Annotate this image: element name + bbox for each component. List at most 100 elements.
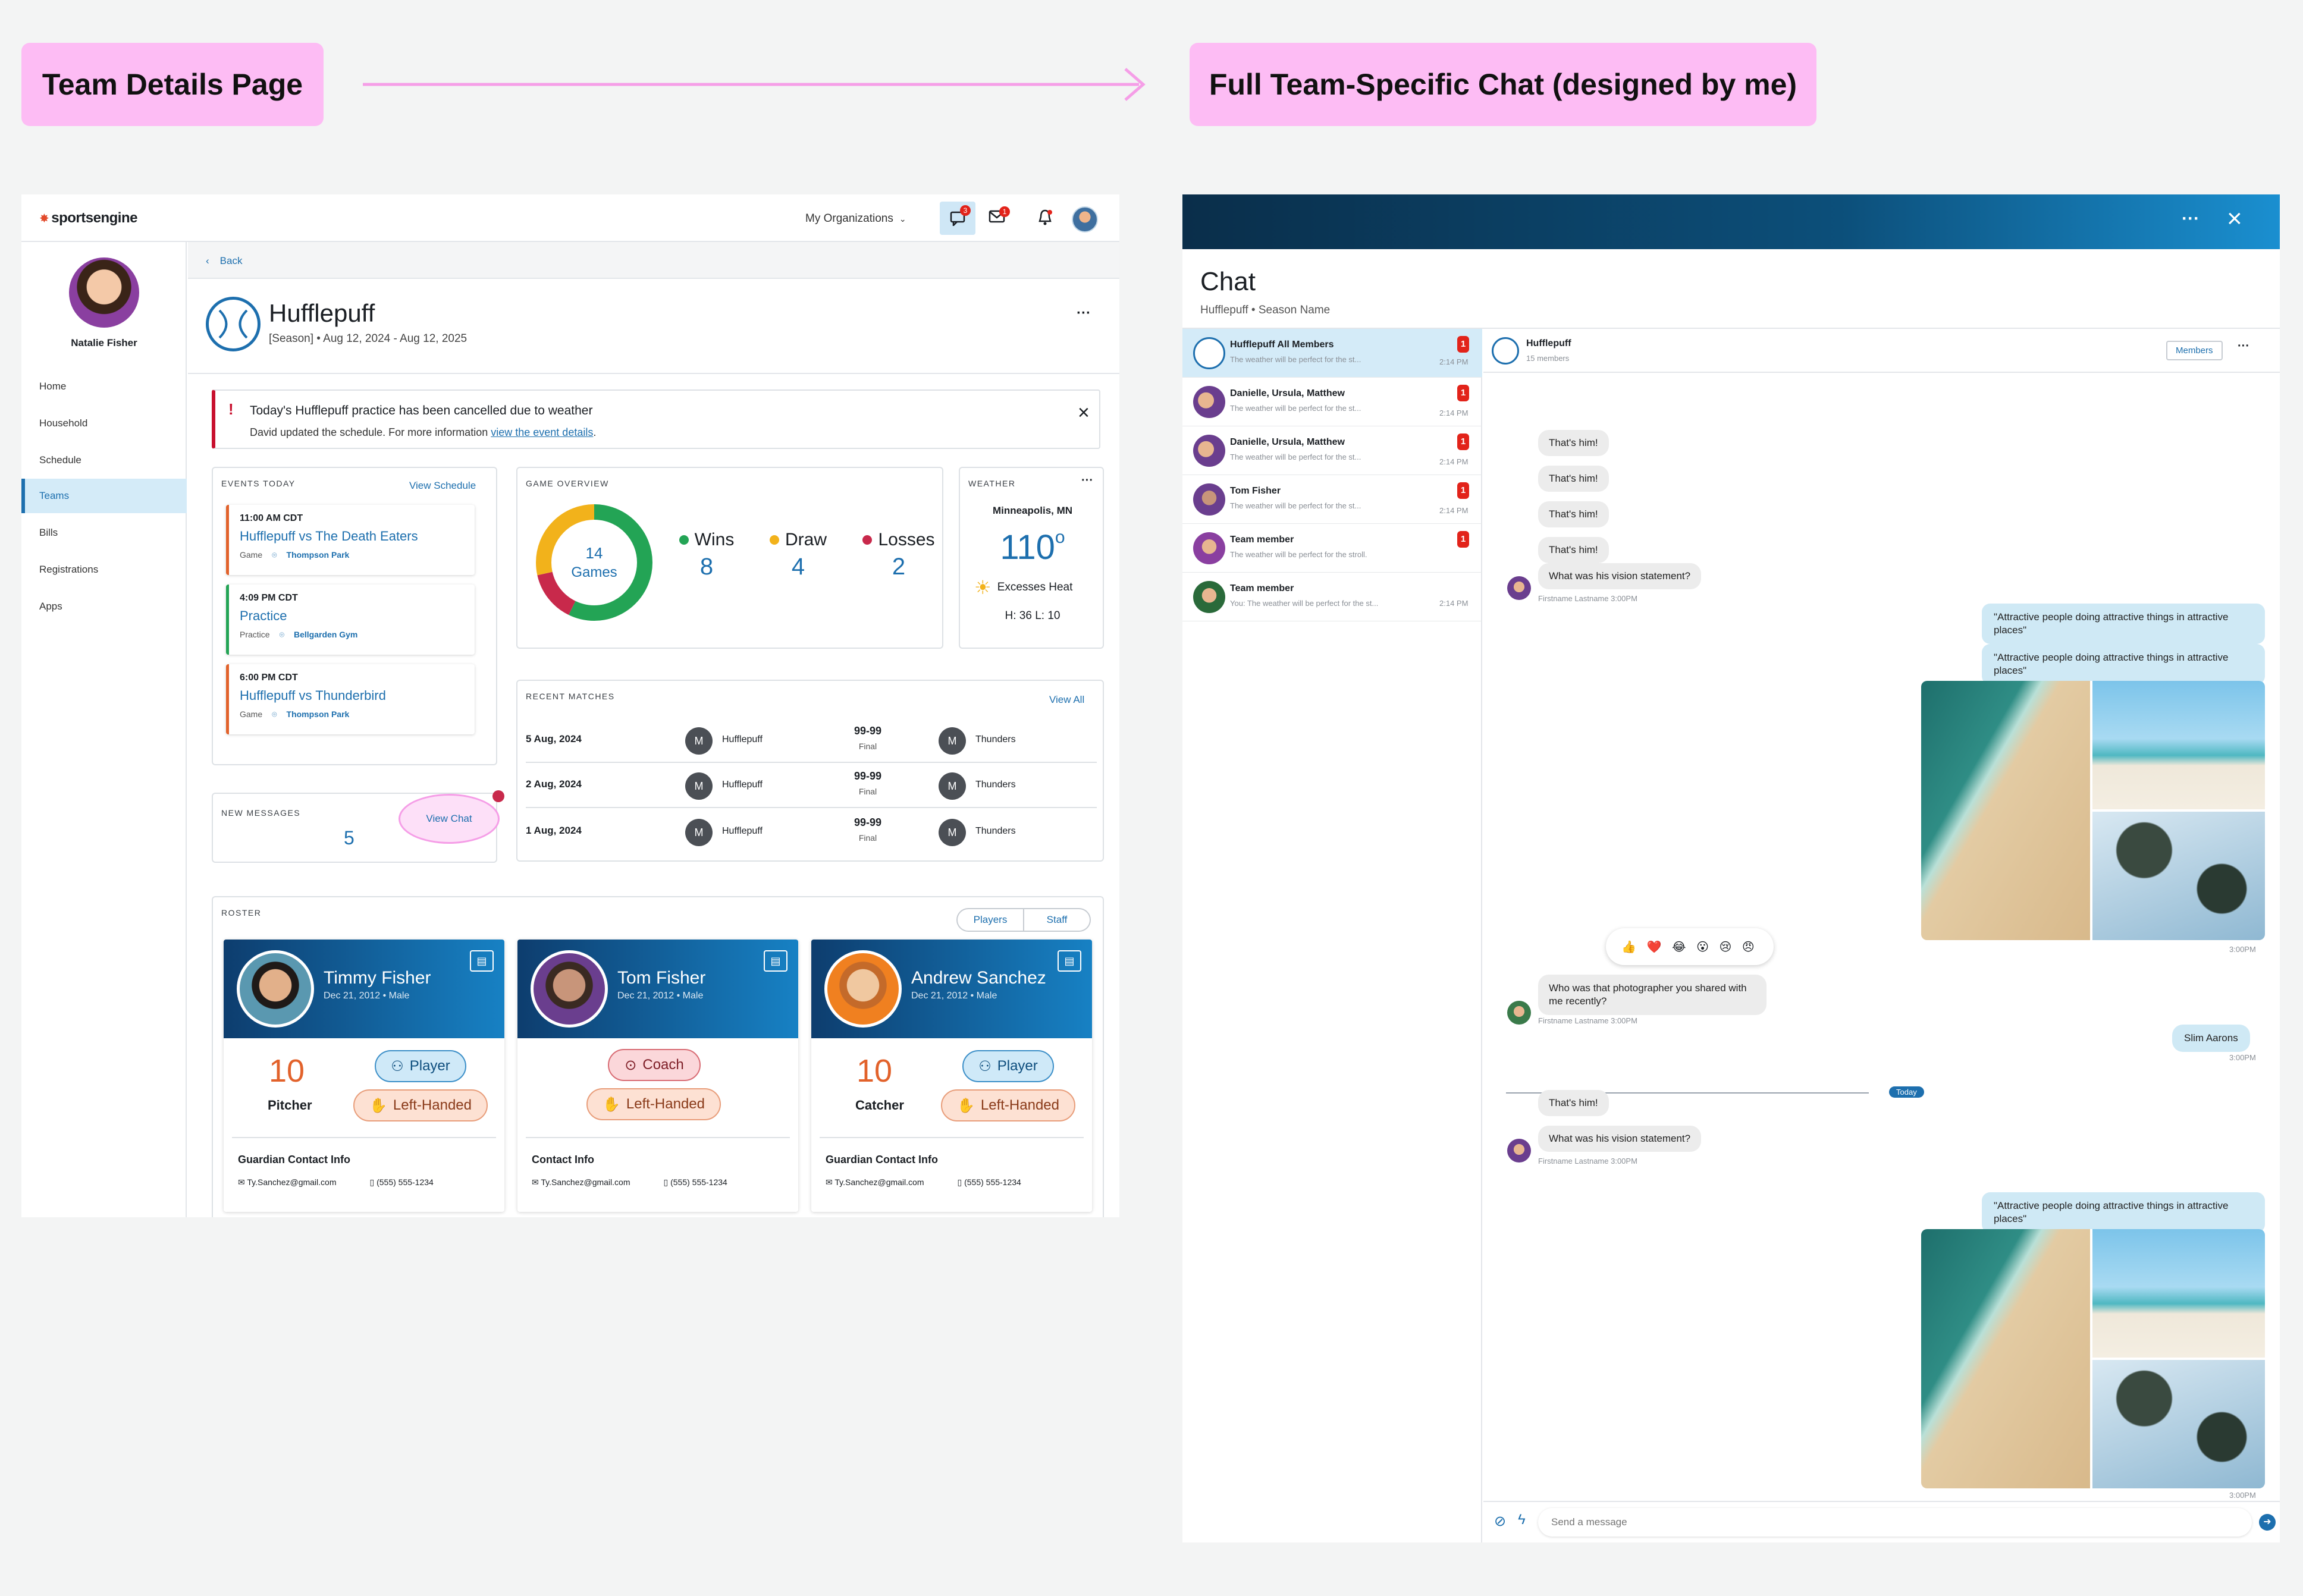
sidebar-item-household[interactable]: Household (39, 417, 88, 429)
sidebar-item-apps[interactable]: Apps (39, 601, 62, 612)
view-chat-button[interactable]: View Chat (399, 794, 500, 844)
sportsengine-logo[interactable]: ✸ sportsengine (39, 210, 137, 226)
sidebar-item-home[interactable]: Home (39, 381, 67, 392)
group-avatar (1193, 435, 1225, 467)
roster-player-card[interactable]: Andrew Sanchez Dec 21, 2012 • Male ▤ 10 … (811, 940, 1092, 1212)
player-position: Catcher (855, 1098, 904, 1113)
chat-title: Chat (1200, 267, 1256, 296)
player-name: Andrew Sanchez (911, 968, 1046, 988)
team-more-button[interactable]: ··· (1077, 305, 1091, 321)
divider (232, 1137, 496, 1138)
player-role-pill: ⚇ Player (962, 1050, 1054, 1082)
attachment-icon[interactable]: ⊘ (1494, 1513, 1507, 1529)
conversation-title: Hufflepuff (1526, 338, 1571, 348)
reaction-picker[interactable]: 👍 ❤️ 😂 😮 😢 😠 (1606, 928, 1774, 965)
date-divider (1506, 1092, 1869, 1094)
palms-sky-photo[interactable] (2092, 1360, 2265, 1488)
roster-coach-card[interactable]: Tom Fisher Dec 21, 2012 • Male ▤ ⊙ Coach … (517, 940, 798, 1212)
events-today-card: EVENTS TODAY View Schedule 11:00 AM CDT … (212, 467, 497, 765)
phone-icon: ▯ (369, 1177, 377, 1187)
match-row[interactable]: 5 Aug, 2024 M Hufflepuff 99-99 Final M T… (526, 719, 1097, 763)
chevron-down-icon: ⌄ (899, 213, 906, 224)
left-annotation-tag: Team Details Page (21, 43, 324, 126)
thread-item[interactable]: Danielle, Ursula, Matthew The weather wi… (1182, 426, 1482, 475)
back-link[interactable]: ‹ Back (188, 242, 1119, 279)
players-tab[interactable]: Players (958, 909, 1024, 931)
message-input[interactable] (1538, 1508, 2252, 1537)
roster-title: ROSTER (221, 908, 262, 918)
team-main-content: ‹ Back Hufflepuff [Season] • Aug 12, 2024… (188, 242, 1119, 1217)
event-time: 4:09 PM CDT (240, 593, 298, 603)
sidebar-item-schedule[interactable]: Schedule (39, 454, 81, 466)
more-options-button[interactable]: ··· (2182, 209, 2200, 228)
unread-badge: 1 (1457, 482, 1469, 499)
user-avatar (1193, 581, 1225, 613)
photo-grid[interactable] (1921, 681, 2265, 940)
event-name: Hufflepuff vs Thunderbird (240, 688, 386, 703)
match-row[interactable]: 2 Aug, 2024 M Hufflepuff 99-99 Final M T… (526, 764, 1097, 808)
user-avatar[interactable] (1072, 206, 1098, 233)
weather-more-button[interactable]: ··· (1081, 474, 1093, 487)
mail-nav-button[interactable]: 1 (989, 206, 1010, 228)
event-time: 6:00 PM CDT (240, 673, 298, 683)
org-menu[interactable]: My Organizations ⌄ (805, 212, 906, 225)
sender-avatar (1507, 576, 1531, 600)
sidebar-item-bills[interactable]: Bills (39, 527, 58, 538)
message-player-button[interactable]: ▤ (470, 950, 494, 972)
message-time: 3:00PM (2229, 1053, 2256, 1062)
thread-item[interactable]: Tom Fisher The weather will be perfect f… (1182, 475, 1482, 524)
coach-role-pill: ⊙ Coach (608, 1049, 701, 1081)
sidebar-item-registrations[interactable]: Registrations (39, 564, 99, 575)
weather-card: WEATHER ··· Minneapolis, MN 110o ☀ Excess… (959, 467, 1104, 649)
conversation-more-button[interactable]: ··· (2238, 340, 2249, 353)
thread-item[interactable]: Danielle, Ursula, Matthew The weather wi… (1182, 378, 1482, 426)
divider (820, 1137, 1084, 1138)
chat-nav-button[interactable]: 3 (940, 202, 975, 235)
event-item[interactable]: 11:00 AM CDT Hufflepuff vs The Death Eat… (226, 505, 475, 575)
handedness-pill: ✋ Left-Handed (941, 1089, 1075, 1121)
event-item[interactable]: 4:09 PM CDT Practice Practice ⌾ Bellgarden… (226, 585, 475, 655)
event-meta: Game ⌾ Thompson Park (240, 709, 350, 719)
sidebar-item-teams[interactable]: Teams (21, 479, 187, 513)
palm-photo[interactable] (2092, 681, 2265, 809)
message-composer: ⊘ ϟ ➜ (1483, 1501, 2280, 1542)
location-pin-icon: ⌾ (272, 550, 277, 560)
arrow-connector (363, 68, 1146, 101)
view-all-link[interactable]: View All (1049, 694, 1085, 705)
user-avatar-large (69, 257, 139, 328)
event-item[interactable]: 6:00 PM CDT Hufflepuff vs Thunderbird Ga… (226, 664, 475, 734)
thread-item[interactable]: Hufflepuff All Members The weather will … (1182, 329, 1482, 378)
legend-dot (862, 535, 873, 545)
thread-item[interactable]: Team member You: The weather will be per… (1182, 573, 1482, 621)
message-bubble-own: Slim Aarons (2172, 1025, 2250, 1052)
roster-player-card[interactable]: Timmy Fisher Dec 21, 2012 • Male ▤ 10 Pi… (224, 940, 504, 1212)
player-avatar (237, 950, 314, 1028)
beach-photo[interactable] (1921, 681, 2090, 940)
message-player-button[interactable]: ▤ (1058, 950, 1081, 972)
games-total: 14 (585, 544, 603, 562)
beach-photo[interactable] (1921, 1229, 2090, 1488)
team-crest-icon: M (939, 819, 966, 846)
sender-meta: Firstname Lastname 3:00PM (1538, 1157, 1637, 1165)
event-name: Hufflepuff vs The Death Eaters (240, 529, 418, 543)
bell-icon[interactable] (1037, 209, 1054, 227)
photo-grid[interactable] (1921, 1229, 2265, 1488)
thread-item[interactable]: Team member The weather will be perfect … (1182, 524, 1482, 573)
contact-line: ✉ Ty.Sanchez@gmail.com ▯ (555) 555-1234 (238, 1177, 434, 1187)
lightning-icon[interactable]: ϟ (1518, 1512, 1526, 1528)
members-button[interactable]: Members (2166, 341, 2223, 360)
view-schedule-link[interactable]: View Schedule (409, 480, 476, 491)
send-icon[interactable]: ➜ (2259, 1514, 2276, 1531)
match-row[interactable]: 1 Aug, 2024 M Hufflepuff 99-99 Final M T… (526, 810, 1097, 854)
team-season: [Season] • Aug 12, 2024 - Aug 12, 2025 (269, 332, 467, 345)
chat-badge: 3 (960, 205, 971, 216)
palms-sky-photo[interactable] (2092, 812, 2265, 940)
divider (526, 1137, 790, 1138)
event-details-link[interactable]: view the event details (491, 426, 594, 438)
palm-photo[interactable] (2092, 1229, 2265, 1358)
close-icon[interactable]: × (2227, 204, 2242, 233)
staff-tab[interactable]: Staff (1046, 914, 1068, 925)
close-icon[interactable]: × (1078, 401, 1090, 424)
divider (1182, 328, 2280, 329)
message-coach-button[interactable]: ▤ (764, 950, 787, 972)
